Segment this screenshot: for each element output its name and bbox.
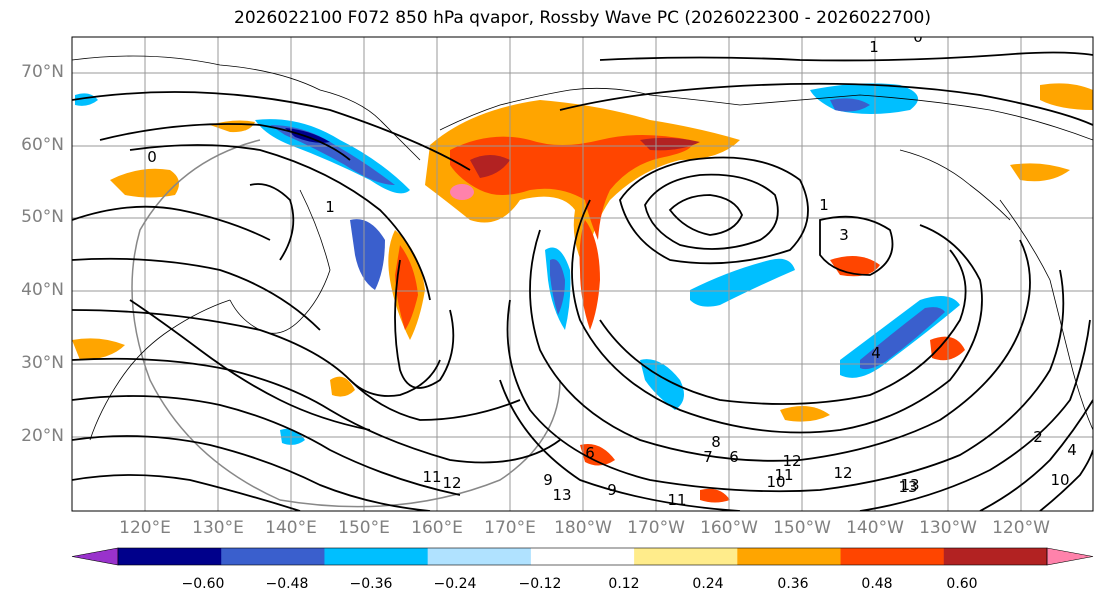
contour-label: 4	[871, 344, 881, 362]
contour-label: 1	[325, 198, 335, 216]
lon-label-140e: 140°E	[265, 518, 317, 538]
colorbar-tick: −0.48	[265, 576, 309, 592]
contour-label: 2	[1033, 428, 1043, 446]
colorbar-tick: −0.12	[518, 576, 562, 592]
lon-label-170w: 170°W	[627, 518, 685, 538]
contour-label: 13	[898, 478, 917, 496]
contour-label: 1	[819, 196, 829, 214]
contour-label: 9	[607, 481, 617, 499]
colorbar-tick: 0.60	[946, 576, 978, 592]
contour-label: 0	[147, 148, 157, 166]
contour-label: 6	[585, 444, 595, 462]
contour-label: 4	[1067, 441, 1077, 459]
contour-label: 13	[900, 476, 919, 494]
contour-label: 12	[782, 452, 801, 470]
contour-label: 10	[1050, 471, 1069, 489]
colorbar-tick: 0.36	[777, 576, 809, 592]
colorbar-tick: 0.12	[608, 576, 640, 592]
contour-label: 8	[711, 433, 721, 451]
lon-label-120e: 120°E	[119, 518, 171, 538]
colorbar-tick: −0.60	[181, 576, 225, 592]
lon-label-160w: 160°W	[700, 518, 758, 538]
contour-label: 6	[729, 448, 739, 466]
colorbar-tick: 0.48	[861, 576, 893, 592]
colorbar-tick: −0.24	[433, 576, 477, 592]
contour-label: 3	[839, 226, 849, 244]
contour-label: 12	[442, 474, 461, 492]
contour-label: 13	[552, 486, 571, 504]
lon-label-150e: 150°E	[338, 518, 390, 538]
lat-label-60n: 60°N	[21, 135, 64, 155]
colorbar-tick: −0.36	[349, 576, 393, 592]
lon-label-170e: 170°E	[484, 518, 536, 538]
contour-label: 10	[766, 473, 785, 491]
lat-label-50n: 50°N	[21, 207, 64, 227]
coastlines	[72, 55, 1093, 441]
contour-label: 11	[667, 491, 686, 509]
lon-label-160e: 160°E	[411, 518, 463, 538]
lon-label-130e: 130°E	[192, 518, 244, 538]
lat-label-70n: 70°N	[21, 62, 64, 82]
lon-label-150w: 150°W	[773, 518, 831, 538]
contour-label: 9	[543, 471, 553, 489]
lon-label-180w: 180°W	[554, 518, 612, 538]
contour-label: 12	[833, 464, 852, 482]
contour-label: 11	[774, 466, 793, 484]
map-title: 2026022100 F072 850 hPa qvapor, Rossby W…	[234, 8, 931, 28]
lon-label-120w: 120°W	[992, 518, 1050, 538]
contour-lines	[72, 51, 1093, 511]
lon-label-140w: 140°W	[846, 518, 904, 538]
contour-label: 1	[869, 38, 879, 56]
graticule	[72, 37, 1093, 511]
contour-label: 0	[913, 28, 923, 46]
contour-label: 11	[422, 468, 441, 486]
lat-label-40n: 40°N	[21, 280, 64, 300]
lat-label-30n: 30°N	[21, 353, 64, 373]
contour-label: 7	[703, 448, 713, 466]
lon-label-130w: 130°W	[919, 518, 977, 538]
colorbar-tick: 0.24	[692, 576, 724, 592]
lat-label-20n: 20°N	[21, 426, 64, 446]
